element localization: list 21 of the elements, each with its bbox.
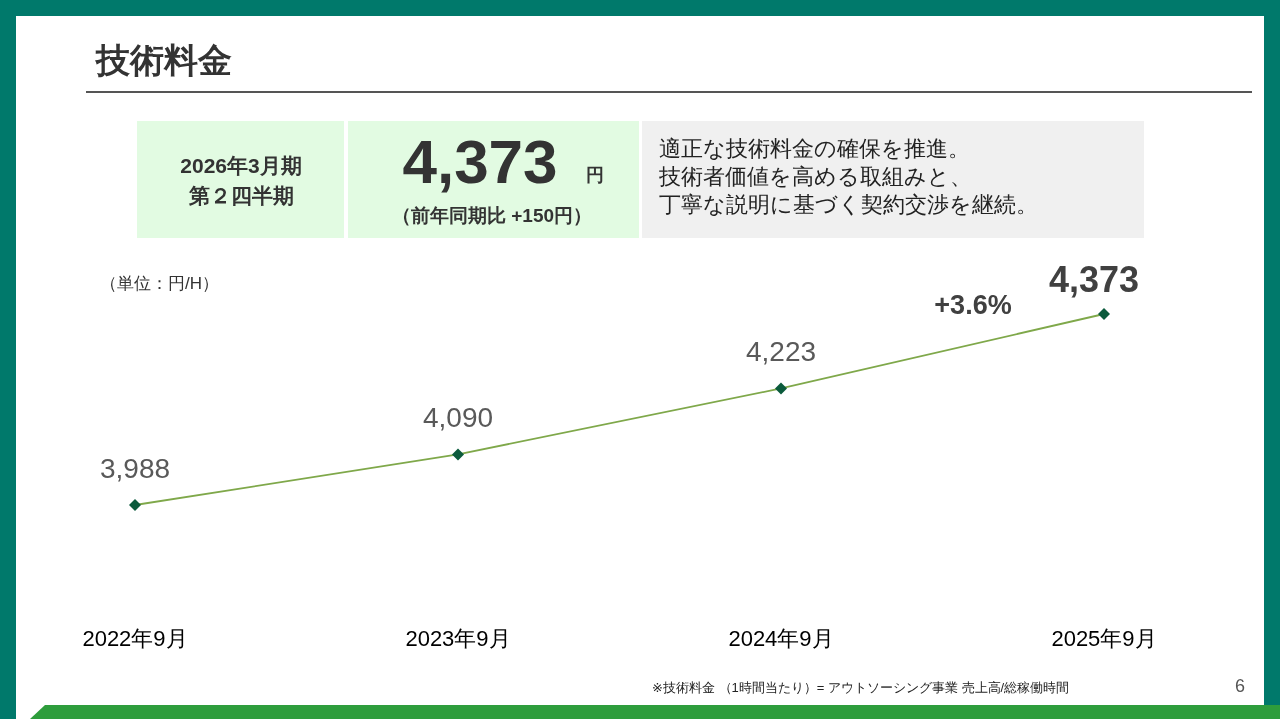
annotation: +3.6% [934,290,1012,320]
text: 2026年3月期 [180,154,302,177]
x-tick-label: 2024年9月 [728,626,834,651]
x-tick-label: 2025年9月 [1051,626,1157,651]
text: ※技術料金 （1時間当たり）= アウトソーシング事業 売上高/総稼働時間 [652,680,1070,695]
chart-title: 技術料金 [94,41,232,79]
x-tick-label: 2023年9月 [405,626,511,651]
text: 適正な技術料金の確保を推進。 [659,136,970,161]
text: （単位：円/H） [100,274,219,293]
data-label: 4,373 [1048,259,1140,300]
data-label: 4,223 [745,336,817,368]
data-label: 3,988 [99,453,171,484]
text: 円 [586,165,604,185]
text: 丁寧な説明に基づく契約交渉を継続。 [659,192,1038,217]
text: 4,373 [402,127,558,196]
text: 第２四半期 [187,184,294,207]
text: 6 [1234,676,1246,696]
text: （前年同期比 +150円） [391,205,593,226]
text: 技術者価値を高める取組みと、 [658,164,972,189]
data-label: 4,090 [422,402,494,434]
x-tick-label: 2022年9月 [82,626,188,651]
